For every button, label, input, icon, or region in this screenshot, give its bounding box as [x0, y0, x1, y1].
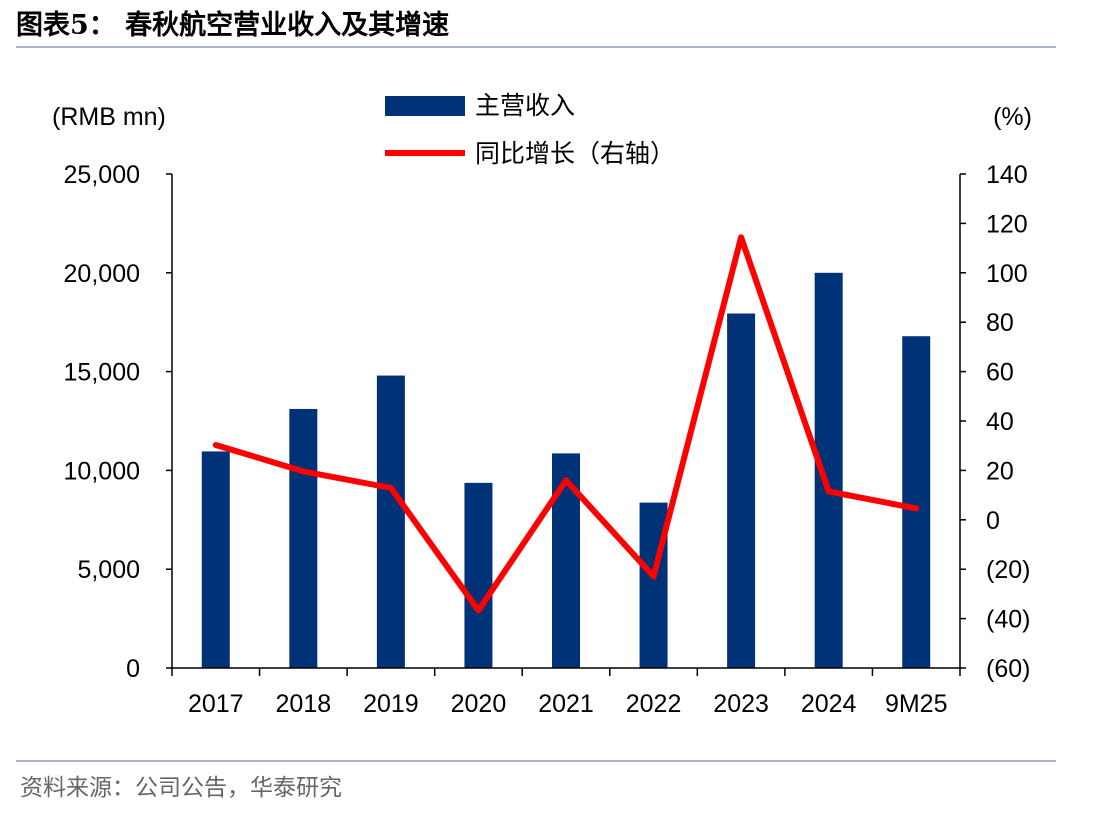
left-tick-label: 15,000 — [64, 359, 140, 387]
growth-point-2017 — [215, 444, 217, 446]
x-tick-label: 2018 — [276, 690, 332, 718]
x-tick-label: 2017 — [188, 690, 244, 718]
left-tick-label: 25,000 — [64, 161, 140, 189]
right-tick-label: 20 — [986, 457, 1014, 485]
left-tick-label: 5,000 — [77, 556, 140, 584]
growth-point-2023 — [740, 236, 742, 238]
x-tick-label: 2019 — [363, 690, 419, 718]
left-tick-label: 10,000 — [64, 457, 140, 485]
legend-bar-label: 主营收入 — [475, 91, 575, 120]
right-tick-label: 100 — [986, 260, 1028, 288]
right-tick-label: (60) — [986, 655, 1030, 683]
figure-header: 图表5： 春秋航空营业收入及其增速 — [16, 8, 1056, 48]
left-tick-label: 0 — [126, 655, 140, 683]
right-tick-label: 60 — [986, 359, 1014, 387]
legend-line-label: 同比增长（右轴） — [475, 139, 675, 168]
right-tick-label: (40) — [986, 606, 1030, 634]
left-axis-unit: (RMB mn) — [52, 103, 166, 131]
x-tick-label: 2023 — [713, 690, 769, 718]
growth-point-2020 — [477, 609, 479, 611]
bar-2017 — [201, 451, 230, 668]
labels-group: 0 5,000 10,000 15,000 20,000 25,000 (60) (40) (2… — [52, 103, 1032, 718]
growth-point-2024 — [828, 490, 830, 492]
right-tick-label: 140 — [986, 161, 1028, 189]
right-tick-label: 120 — [986, 210, 1028, 238]
bar-9M25 — [902, 336, 931, 668]
right-axis-unit: (%) — [993, 103, 1032, 131]
x-tick-label: 2022 — [626, 690, 682, 718]
left-tick-label: 20,000 — [64, 260, 140, 288]
x-tick-label: 2024 — [801, 690, 857, 718]
growth-point-9M25 — [915, 507, 917, 509]
growth-point-2019 — [390, 487, 392, 489]
growth-point-2018 — [302, 470, 304, 472]
bars-group — [201, 272, 931, 668]
header-rule — [16, 46, 1056, 48]
footer-rule — [16, 760, 1056, 762]
bar-2020 — [464, 482, 493, 668]
x-tick-label: 2020 — [451, 690, 507, 718]
right-tick-label: (20) — [986, 556, 1030, 584]
right-tick-label: 0 — [986, 507, 1000, 535]
bar-2019 — [376, 375, 405, 668]
right-tick-label: 80 — [986, 309, 1014, 337]
axes-group — [166, 173, 966, 676]
growth-point-2022 — [653, 575, 655, 577]
chart: 0 5,000 10,000 15,000 20,000 25,000 (60) (40) (2… — [52, 91, 1032, 718]
source-note: 资料来源：公司公告，华泰研究 — [20, 775, 342, 801]
growth-point-2021 — [565, 479, 567, 481]
bar-2023 — [727, 313, 756, 668]
legend-bar-swatch — [385, 96, 465, 116]
x-tick-label: 9M25 — [885, 690, 948, 718]
x-tick-label: 2021 — [538, 690, 594, 718]
bar-2018 — [289, 408, 318, 668]
figure-title: 图表5： 春秋航空营业收入及其增速 — [16, 10, 450, 41]
line-group — [212, 234, 920, 614]
right-tick-label: 40 — [986, 408, 1014, 436]
